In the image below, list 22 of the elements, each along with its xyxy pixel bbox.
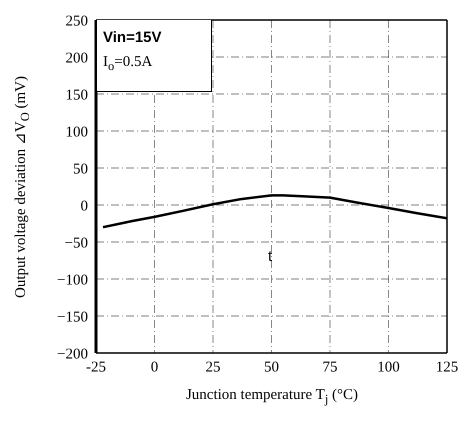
y-tick-label: 200 (66, 50, 88, 66)
y-tick-label: −50 (64, 235, 88, 252)
annotation: Vin=15V (103, 28, 163, 48)
x-tick-label: 0 (150, 360, 158, 376)
y-tick-label: 0 (80, 198, 88, 214)
annotation: I$_{o}$=0.5A (103, 53, 154, 75)
y-tick-label: 150 (66, 87, 88, 104)
x-tick-label: 50 (264, 360, 279, 376)
condition-box: Vin=15V I$_{o}$=0.5A (97, 20, 212, 92)
annotation: t (268, 248, 272, 266)
x-tick-label: -25 (86, 360, 106, 376)
x-tick-label: 75 (322, 360, 338, 376)
x-tick-label: 125 (436, 360, 458, 376)
y-tick-label: 250 (66, 13, 88, 30)
y-tick-label: 100 (66, 124, 88, 140)
y-tick-label: −200 (57, 346, 88, 362)
y-tick-label: −150 (57, 309, 88, 326)
x-tick-label: 100 (377, 360, 400, 376)
y-tick-label: −100 (57, 272, 88, 288)
x-tick-label: 25 (206, 360, 220, 376)
x-axis-title: Junction temperature T$_{j}$ (°C) (184, 387, 360, 407)
y-tick-label: 50 (73, 161, 88, 178)
